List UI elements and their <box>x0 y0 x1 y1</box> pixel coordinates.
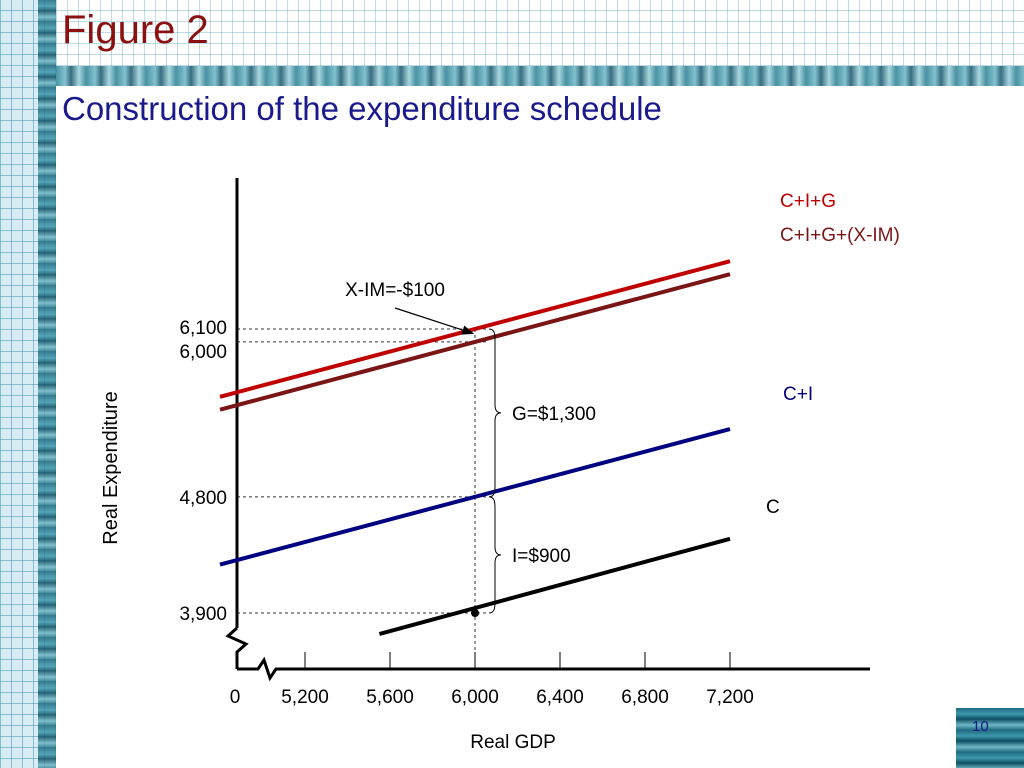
series-lines <box>219 259 731 636</box>
y-tick-label: 3,900 <box>179 604 227 625</box>
x-tick-label: 6,400 <box>536 687 584 708</box>
chart-labels: C+I+G C+I+G+(X-IM) C+I C <box>766 191 900 518</box>
series-line <box>378 536 731 636</box>
series-label: C+I <box>783 384 813 405</box>
figure-title: Figure 2 <box>62 8 209 52</box>
x-tick-label: 0 <box>230 687 241 708</box>
x-tick-label: 5,600 <box>366 687 414 708</box>
x-axis-title: Real GDP <box>470 732 556 753</box>
data-point <box>471 609 479 617</box>
annotation-label: X-IM=-$100 <box>345 280 445 301</box>
top-decorative-band <box>56 66 1024 86</box>
y-tick-label: 6,000 <box>179 342 227 363</box>
slide-subtitle: Construction of the expenditure schedule <box>62 90 662 127</box>
series-line <box>219 259 731 399</box>
series-label: C+I+G+(X-IM) <box>780 225 900 246</box>
series-label: C+I+G <box>780 191 836 212</box>
x-tick-label: 6,000 <box>451 687 499 708</box>
annotation-brace <box>488 328 502 498</box>
x-axis-break <box>237 656 870 682</box>
annotation-label: G=$1,300 <box>512 404 596 425</box>
chart-annotations: X-IM=-$100 G=$1,300 I=$900 <box>345 280 596 614</box>
annotation-brace <box>488 496 502 614</box>
annotation-label: I=$900 <box>512 546 571 567</box>
annotation-arrow <box>394 307 475 335</box>
y-axis-break <box>225 626 249 669</box>
y-axis-title: Real Expenditure <box>100 391 122 544</box>
series-label: C <box>766 497 780 518</box>
corner-decorative-block <box>956 708 1024 768</box>
guide-lines <box>237 328 489 669</box>
top-decorative-strip <box>56 0 1024 66</box>
y-tick-label: 6,100 <box>179 318 227 339</box>
left-decorative-band <box>38 0 56 768</box>
page-number: 10 <box>972 718 989 735</box>
series-line <box>219 427 731 567</box>
series-line <box>219 272 731 412</box>
x-tick-label: 5,200 <box>281 687 329 708</box>
x-tick-label: 6,800 <box>621 687 669 708</box>
y-tick-label: 4,800 <box>179 488 227 509</box>
chart-axes: 5,200 5,600 6,000 6,400 6,800 7,200 0 3,900 4,80… <box>100 178 870 753</box>
x-tick-label: 7,200 <box>706 687 754 708</box>
